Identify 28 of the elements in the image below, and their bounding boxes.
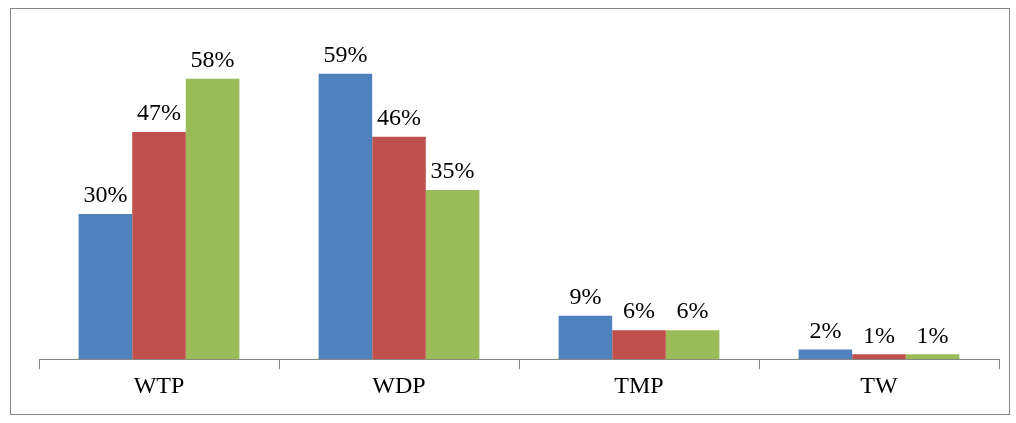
bar [372,136,426,360]
bar [905,354,960,360]
data-label: 2% [809,316,842,343]
data-label: 59% [323,41,368,68]
x-tick-label: WTP [133,371,185,398]
data-label: 1% [916,321,949,348]
data-label: 1% [863,321,895,348]
x-tick-label: WDP [372,371,426,398]
bar [558,315,613,360]
bar [425,189,480,360]
bar [665,330,720,360]
bar [798,349,853,360]
bar [318,73,373,360]
data-label: 35% [430,157,475,184]
data-label: 47% [137,99,181,126]
bar [612,330,666,360]
data-label: 9% [569,282,602,309]
data-label: 6% [676,297,709,324]
bar [852,354,906,360]
x-tick-label: TW [860,371,898,398]
bar [185,78,240,360]
data-label: 6% [623,297,655,324]
x-tick-label: TMP [614,371,664,398]
data-label: 58% [190,45,235,72]
bar [78,214,133,360]
data-label: 46% [377,104,421,131]
data-label: 30% [83,181,128,208]
bar [132,131,186,360]
